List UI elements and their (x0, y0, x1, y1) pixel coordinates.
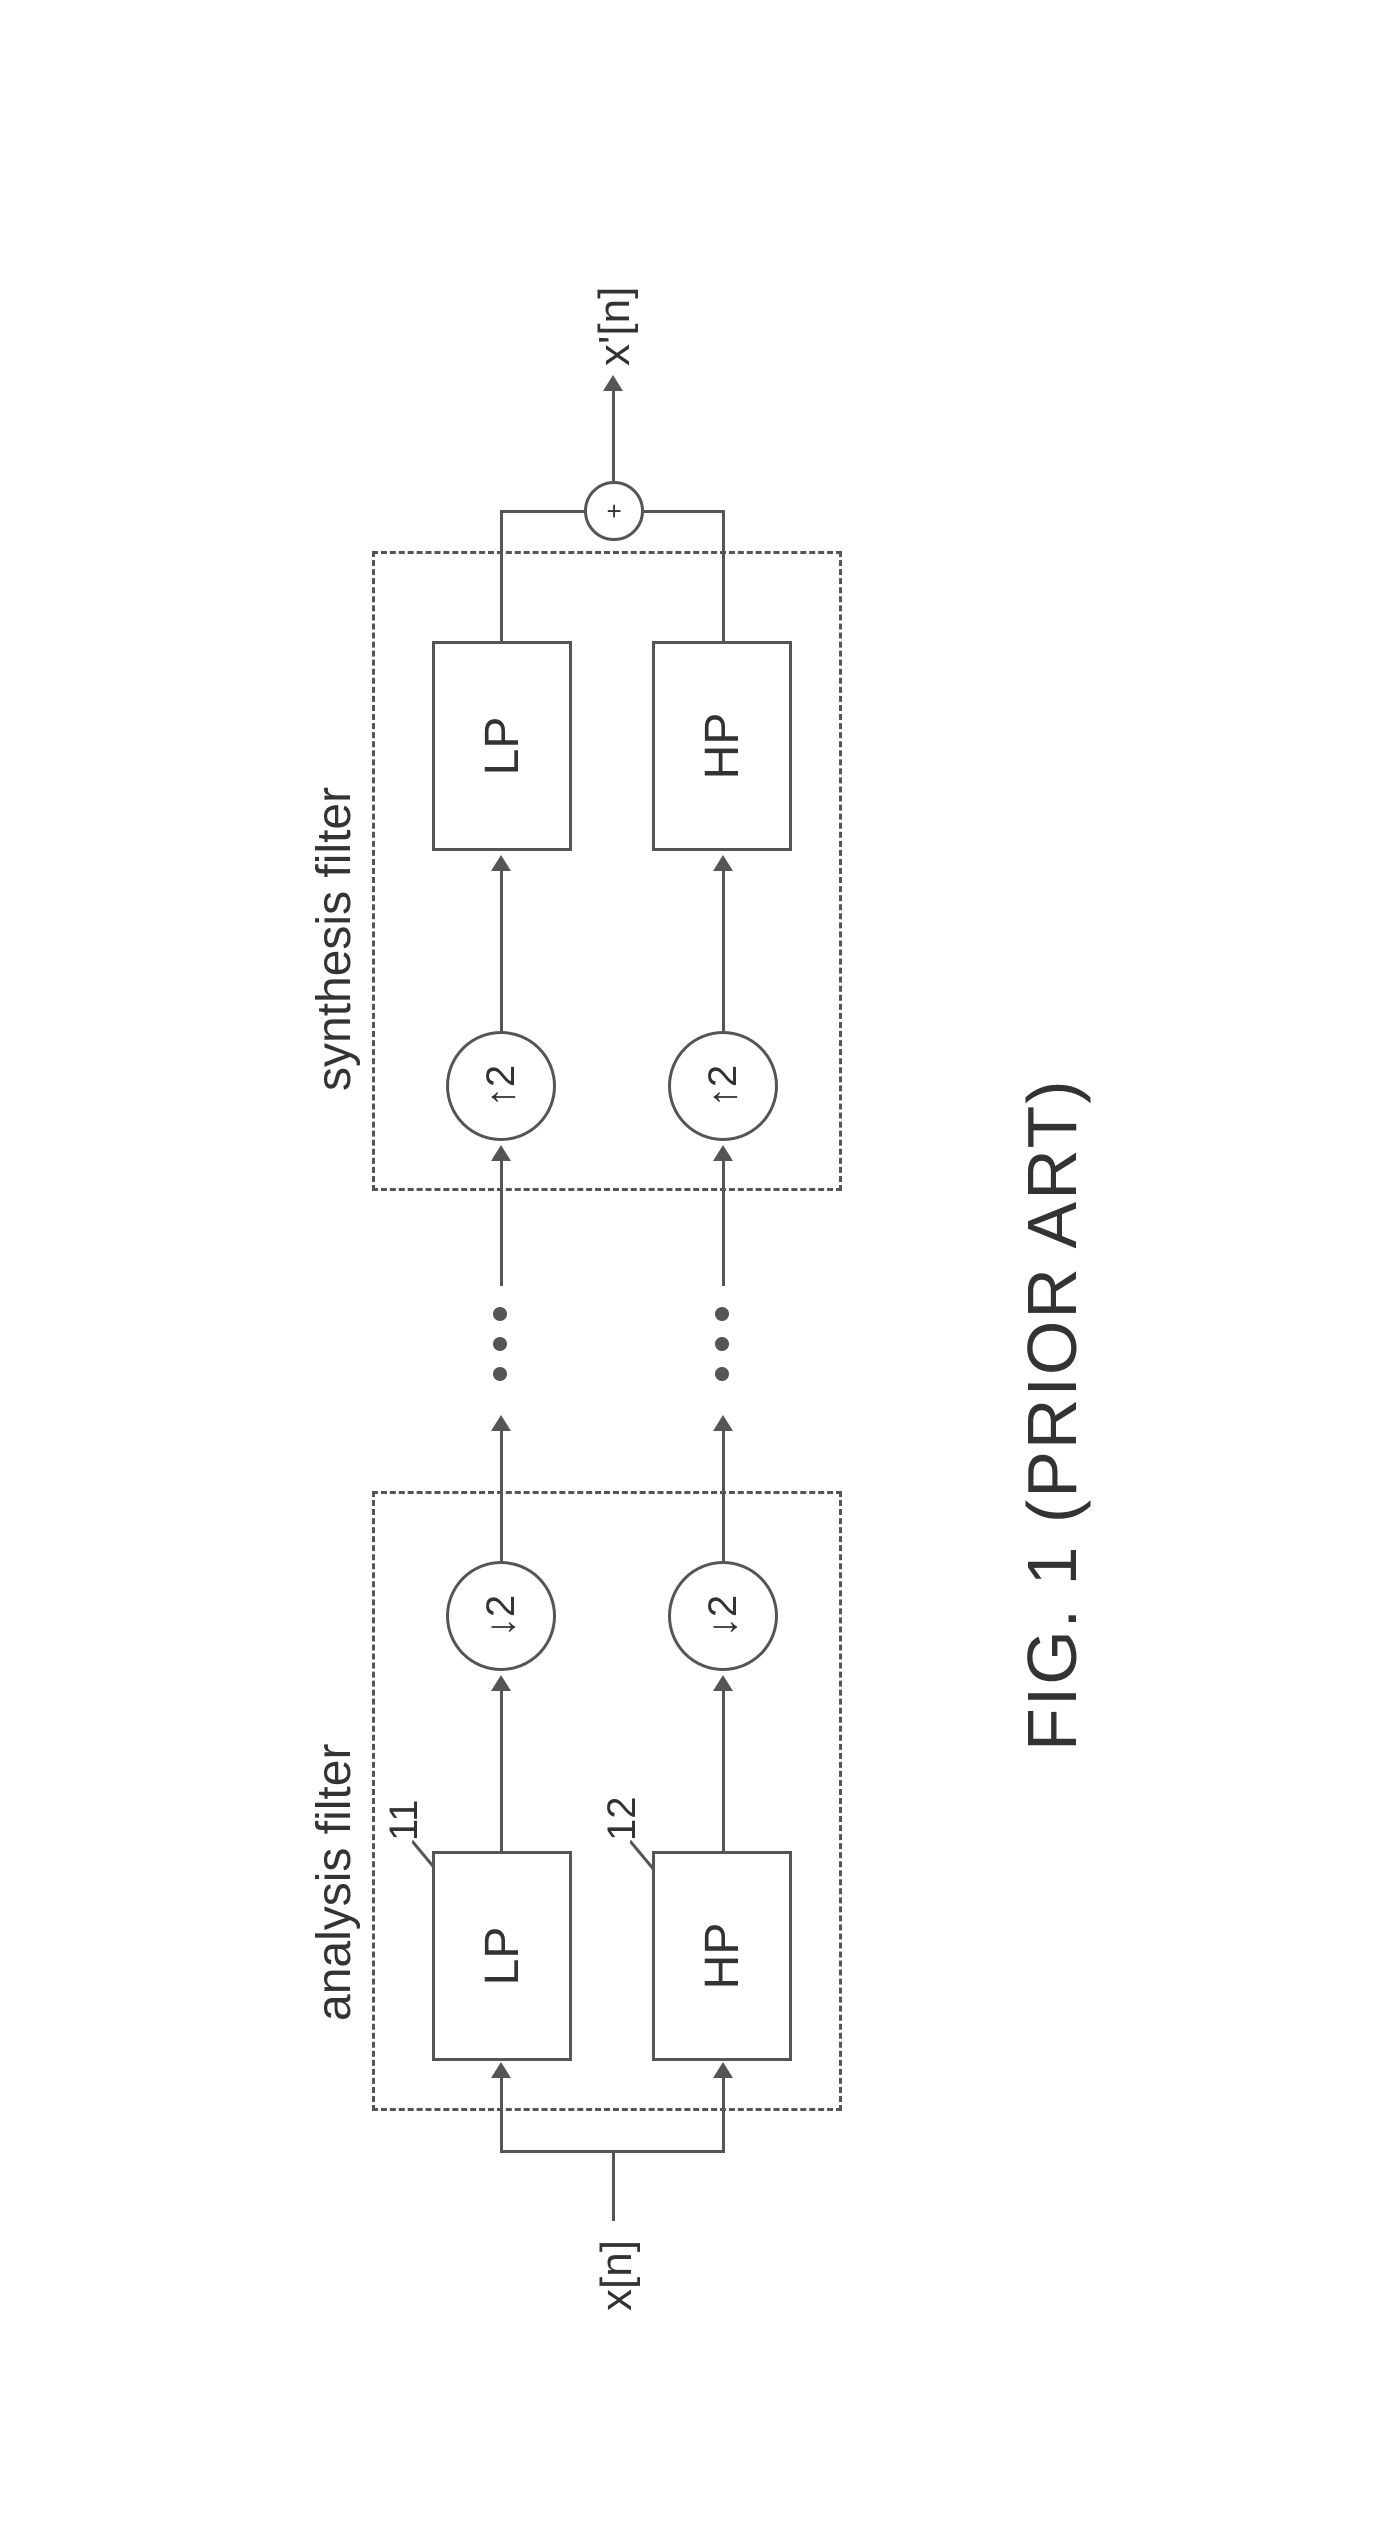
wire (500, 1691, 503, 1851)
input-signal-label: x[n] (592, 2240, 642, 2311)
synthesis-lp-box: LP (432, 641, 572, 851)
wire (500, 510, 585, 513)
upsample-top: ↑2 (446, 1031, 556, 1141)
ellipsis-dot (493, 1337, 507, 1351)
arrow-head-icon (713, 1415, 733, 1431)
arrow-head-icon (491, 1415, 511, 1431)
wire (722, 511, 725, 641)
wire (612, 2151, 615, 2221)
downsample-bottom: ↓2 (668, 1561, 778, 1671)
analysis-hp-box: HP (652, 1851, 792, 2061)
wire (500, 1431, 503, 1561)
downsample-top: ↓2 (446, 1561, 556, 1671)
ellipsis-dot (493, 1307, 507, 1321)
wire (500, 2150, 725, 2153)
diagram-canvas: x[n] analysis filter 11 12 LP HP (0, 0, 1385, 2543)
wire (722, 1691, 725, 1851)
wire (722, 1431, 725, 1561)
output-signal-label: x'[n] (590, 287, 640, 366)
ellipsis-dot (493, 1367, 507, 1381)
arrow-head-icon (603, 375, 623, 391)
wire (500, 511, 503, 641)
synthesis-hp-box: HP (652, 641, 792, 851)
analysis-lp-box: LP (432, 1851, 572, 2061)
wire (722, 871, 725, 1031)
arrow-head-icon (713, 855, 733, 871)
ellipsis-dot (715, 1367, 729, 1381)
wire (642, 510, 725, 513)
ellipsis-dot (715, 1307, 729, 1321)
arrow-head-icon (491, 1675, 511, 1691)
wire (500, 871, 503, 1031)
wire (612, 391, 615, 481)
ellipsis-dot (715, 1337, 729, 1351)
synthesis-title: synthesis filter (307, 787, 362, 1091)
rotated-diagram: x[n] analysis filter 11 12 LP HP (92, 171, 1292, 2371)
arrow-head-icon (713, 1675, 733, 1691)
figure-caption: FIG. 1 (PRIOR ART) (1012, 1078, 1092, 1751)
analysis-title: analysis filter (307, 1744, 362, 2021)
sum-node: + (584, 481, 644, 541)
upsample-bottom: ↑2 (668, 1031, 778, 1141)
arrow-head-icon (491, 855, 511, 871)
